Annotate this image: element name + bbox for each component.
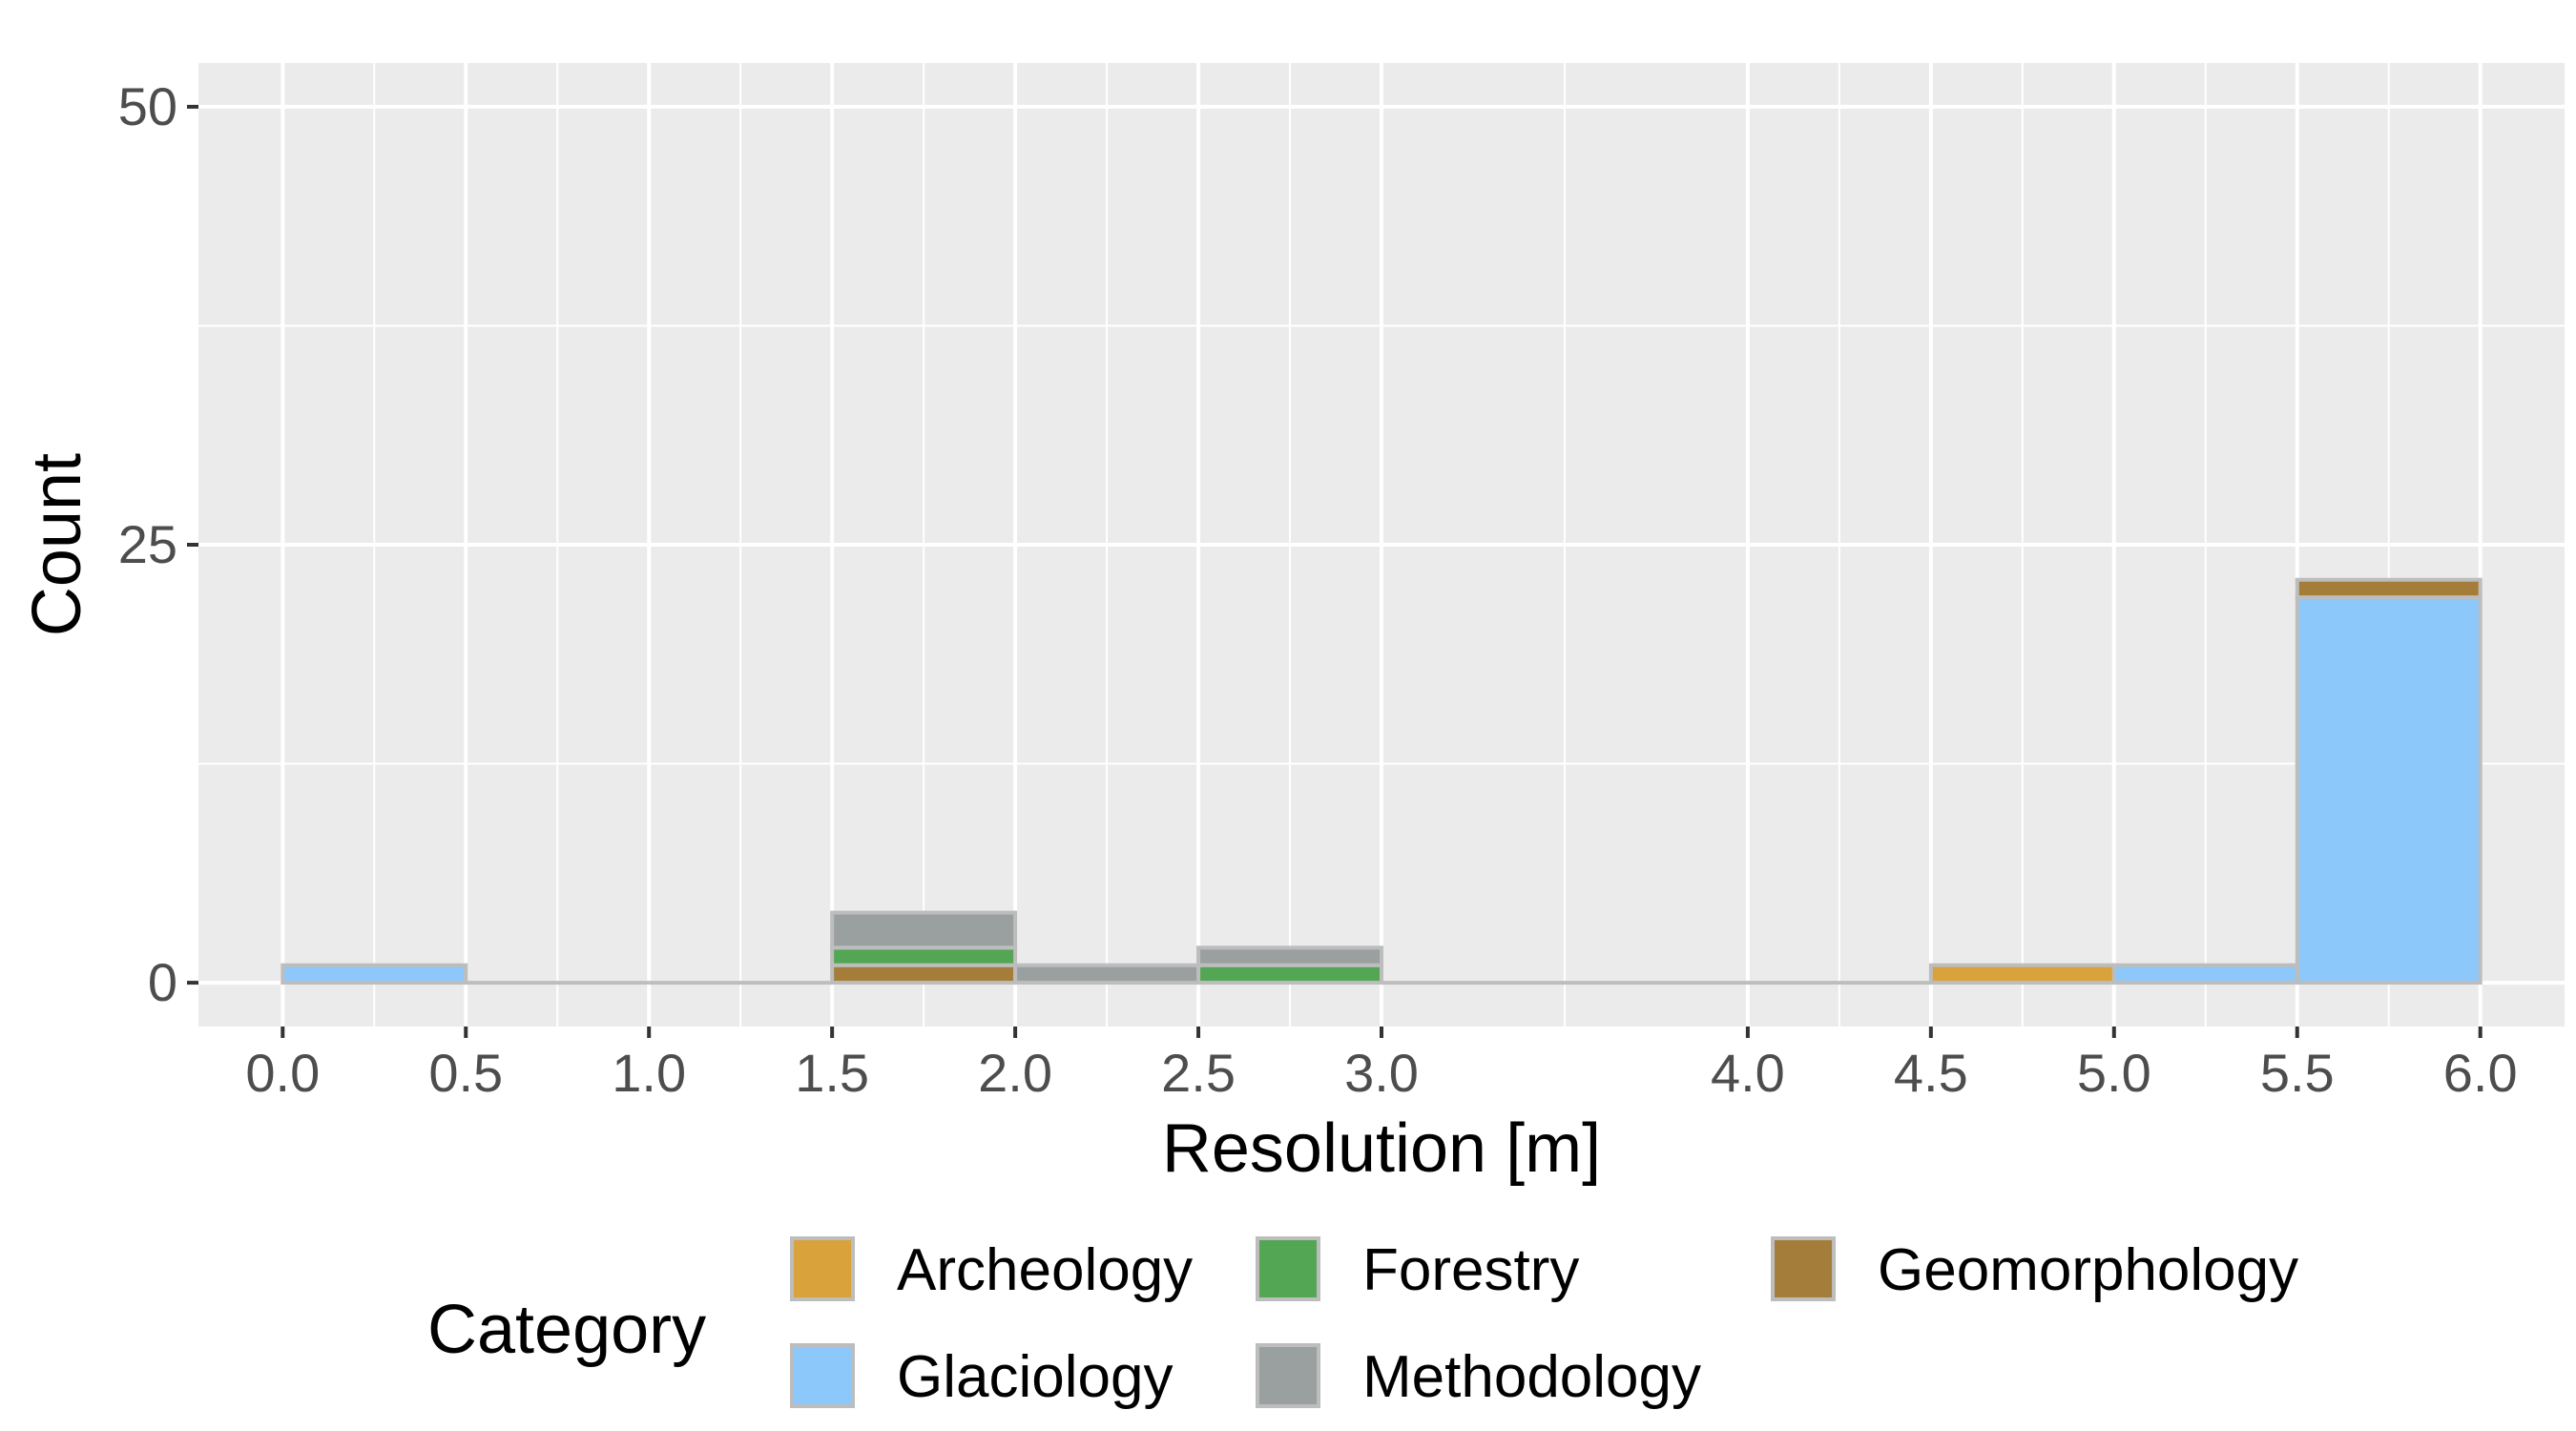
x-tick-label: 2.0 <box>978 1043 1052 1103</box>
x-tick-label: 6.0 <box>2443 1043 2518 1103</box>
legend-label-geomorphology: Geomorphology <box>1878 1237 2298 1303</box>
legend-items: Archeology Forestry Geomorphology Glaciolog… <box>790 1236 2298 1410</box>
x-tick-label: 5.5 <box>2260 1043 2335 1103</box>
x-tick-label: 4.0 <box>1711 1043 1785 1103</box>
legend-swatch-glaciology <box>790 1343 855 1408</box>
legend-label-forestry: Forestry <box>1362 1237 1579 1303</box>
x-tick-label: 2.5 <box>1161 1043 1236 1103</box>
histogram-bars <box>280 577 2483 985</box>
bar-glaciology <box>280 963 468 985</box>
legend-swatch-geomorphology <box>1771 1236 1836 1301</box>
x-tick-label: 1.0 <box>612 1043 686 1103</box>
bar-geomorphology <box>830 963 1018 985</box>
y-axis-title: Count <box>19 453 95 636</box>
bar-methodology <box>1013 963 1201 985</box>
legend-label-methodology: Methodology <box>1362 1344 1701 1410</box>
y-axis: 0 25 50 <box>118 76 198 1012</box>
bar-methodology <box>1196 945 1384 967</box>
x-tick-label: 3.0 <box>1344 1043 1419 1103</box>
bar-archeology <box>1928 963 2116 985</box>
y-tick-label: 50 <box>118 76 177 136</box>
bar-geomorphology <box>2295 577 2483 600</box>
x-tick-label: 5.0 <box>2077 1043 2151 1103</box>
legend-title: Category <box>427 1292 706 1368</box>
x-tick-label: 0.0 <box>245 1043 320 1103</box>
legend-label-glaciology: Glaciology <box>897 1344 1173 1410</box>
major-gridlines <box>198 63 2565 1027</box>
x-axis-title: Resolution [m] <box>1162 1110 1601 1187</box>
bar-glaciology <box>2295 595 2483 985</box>
x-tick-label: 4.5 <box>1894 1043 1968 1103</box>
y-tick-label: 0 <box>148 952 177 1012</box>
bar-forestry <box>1196 963 1384 985</box>
x-tick-label: 0.5 <box>428 1043 503 1103</box>
bar-forestry <box>830 945 1018 967</box>
legend-swatch-methodology <box>1256 1343 1320 1408</box>
y-tick-label: 25 <box>118 514 177 574</box>
x-tick-label: 1.5 <box>795 1043 869 1103</box>
bar-glaciology <box>2111 963 2299 985</box>
legend-label-archeology: Archeology <box>897 1237 1193 1303</box>
legend: Category Archeology Forestry Geomorphology… <box>427 1236 2298 1410</box>
x-axis: 0.0 0.5 1.0 1.5 2.0 2.5 3.0 4.0 4.5 5.0 5.5 6.0 <box>245 1027 2518 1103</box>
legend-swatch-archeology <box>790 1236 855 1301</box>
legend-swatch-forestry <box>1256 1236 1320 1301</box>
bar-methodology <box>830 910 1018 950</box>
